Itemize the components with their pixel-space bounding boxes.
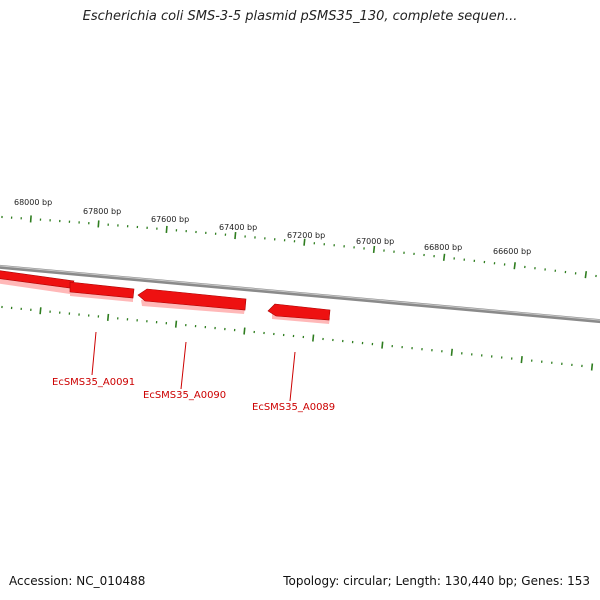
gene-leader-line [180,341,187,390]
inner-major-tick [590,363,594,371]
gene-features[interactable] [0,270,331,324]
gene-labels[interactable]: EcSMS35_A0091 EcSMS35_A0090 EcSMS35_A0089 [52,331,335,413]
scale-label: 67600 bp [151,215,189,224]
outer-major-tick [584,271,588,279]
scale-label: 66600 bp [493,247,531,256]
genes-value: 153 [567,574,590,588]
accession-info: Accession: NC_010488 [9,574,145,588]
map-title: Escherichia coli SMS-3-5 plasmid pSMS35_… [82,9,518,24]
gene-feature-a0090[interactable] [137,288,247,311]
inner-major-tick [450,348,453,356]
gene-feature-a0089[interactable] [267,303,331,321]
inner-major-tick [381,341,384,349]
topology-value: circular [343,574,388,588]
gene-label[interactable]: EcSMS35_A0091 [52,377,135,388]
backbone-track [0,264,600,324]
backbone-line [0,264,600,324]
inner-major-tick [106,313,110,321]
scale-labels: 68000 bp 67800 bp 67600 bp 67400 bp 67200 bp… [14,198,531,256]
outer-major-tick [372,245,376,254]
length-label: Length: [395,574,441,588]
inner-major-tick [174,320,178,328]
sequence-summary: Topology: circular; Length: 130,440 bp; … [283,574,590,588]
scale-label: 67800 bp [83,207,121,216]
inner-major-tick [39,307,42,315]
gene-shadow [141,300,245,314]
outer-major-tick [97,220,100,228]
gene-feature-a0091[interactable] [69,281,135,299]
scale-label: 67400 bp [219,223,257,232]
backbone-highlight [0,265,600,321]
inner-scale-ticks [1,305,594,371]
scale-label: 67000 bp [356,237,394,246]
outer-major-tick [303,238,306,246]
length-value: 130,440 bp [444,574,514,588]
inner-major-tick [520,356,523,364]
scale-label: 66800 bp [424,243,462,252]
gene-label[interactable]: EcSMS35_A0090 [143,390,226,401]
gene-leader-line [289,351,296,402]
topology-label: Topology: [283,574,340,588]
outer-major-tick [442,253,446,261]
accession-label: Accession: [9,574,73,588]
scale-label: 68000 bp [14,198,52,207]
inner-major-tick [243,327,246,335]
outer-scale-ticks [1,215,597,279]
gene-leader-line [91,331,97,376]
outer-major-tick [234,231,237,240]
accession-value: NC_010488 [76,574,146,588]
outer-major-tick [513,262,516,270]
inner-major-tick [312,334,315,342]
genes-label: Genes: [521,574,564,588]
scale-label: 67200 bp [287,231,325,240]
outer-major-tick [165,225,168,234]
gene-label[interactable]: EcSMS35_A0089 [252,402,335,413]
